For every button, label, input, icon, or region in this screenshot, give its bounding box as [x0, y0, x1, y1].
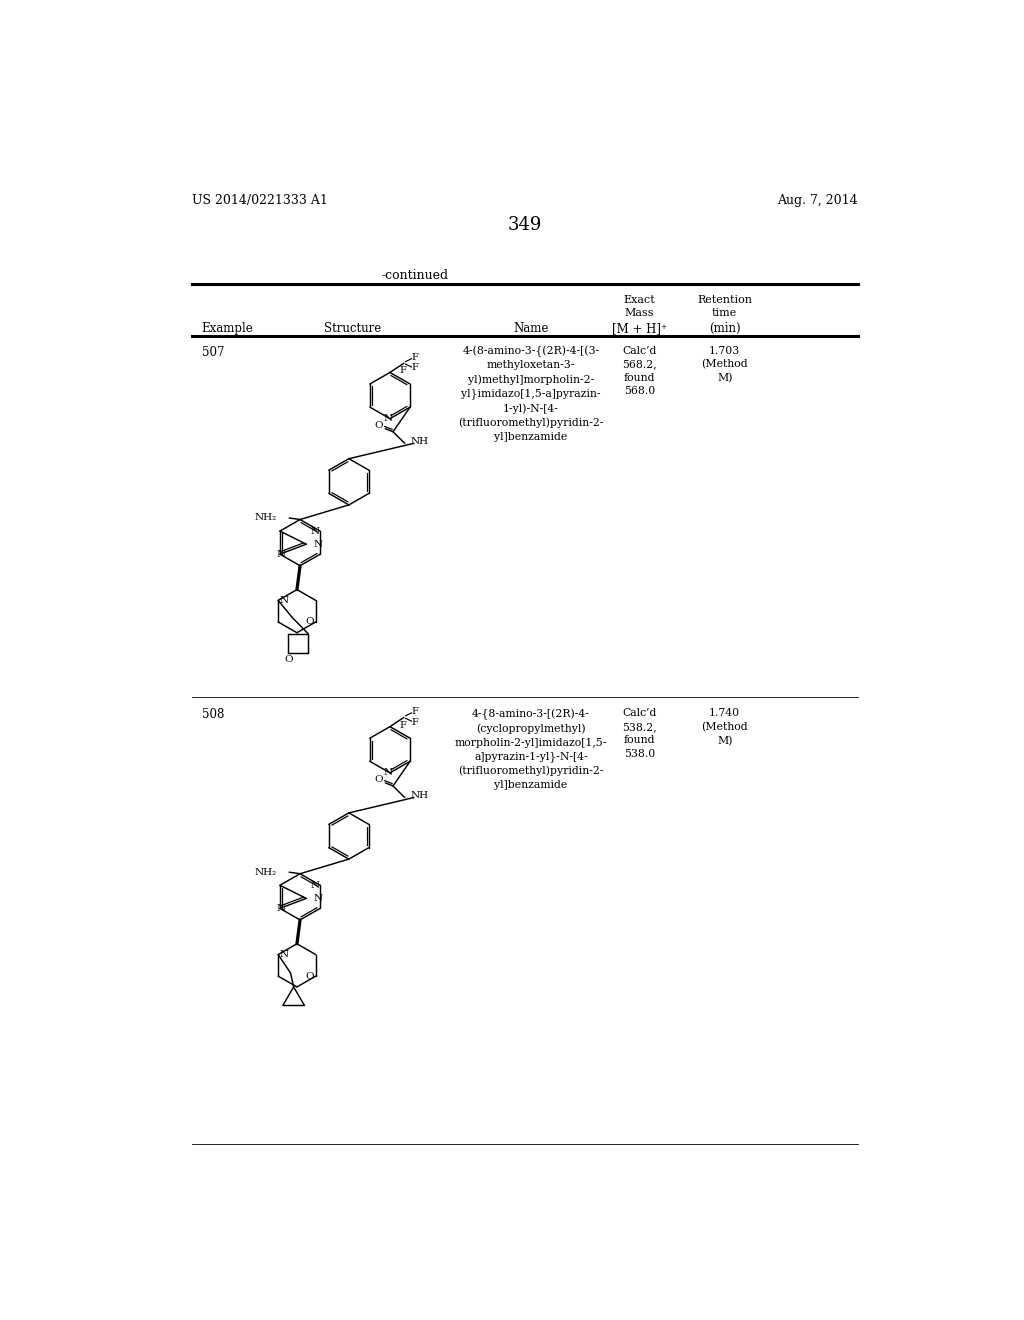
Text: Structure: Structure — [325, 322, 381, 335]
Text: O: O — [305, 618, 313, 627]
Text: Aug. 7, 2014: Aug. 7, 2014 — [777, 194, 858, 207]
Text: NH: NH — [411, 437, 429, 446]
Text: N: N — [313, 894, 323, 903]
Text: 507: 507 — [202, 346, 224, 359]
Text: O: O — [375, 775, 383, 784]
Text: N: N — [279, 595, 288, 605]
Text: O: O — [375, 421, 383, 430]
Text: Retention: Retention — [697, 296, 753, 305]
Text: 4-(8-amino-3-{(2R)-4-[(3-
methyloxetan-3-
yl)methyl]morpholin-2-
yl}imidazo[1,5-: 4-(8-amino-3-{(2R)-4-[(3- methyloxetan-3… — [459, 346, 604, 442]
Text: (min): (min) — [709, 322, 740, 335]
Text: N: N — [384, 414, 393, 424]
Text: 1.740
(Method
M): 1.740 (Method M) — [701, 708, 749, 746]
Text: F: F — [412, 363, 418, 372]
Text: NH₂: NH₂ — [255, 513, 276, 523]
Text: Example: Example — [202, 322, 253, 335]
Text: N: N — [311, 880, 321, 890]
Text: N: N — [313, 540, 323, 549]
Text: Name: Name — [513, 322, 549, 335]
Text: F: F — [412, 352, 418, 362]
Text: N: N — [276, 549, 286, 558]
Text: time: time — [712, 308, 737, 318]
Text: 4-{8-amino-3-[(2R)-4-
(cyclopropylmethyl)
morpholin-2-yl]imidazo[1,5-
a]pyrazin-: 4-{8-amino-3-[(2R)-4- (cyclopropylmethyl… — [455, 708, 607, 789]
Text: F: F — [412, 706, 418, 715]
Text: F: F — [412, 718, 418, 726]
Text: O: O — [305, 972, 313, 981]
Text: [M + H]⁺: [M + H]⁺ — [612, 322, 667, 335]
Text: Calc’d
538.2,
found
538.0: Calc’d 538.2, found 538.0 — [623, 708, 656, 759]
Text: NH: NH — [411, 792, 429, 800]
Text: N: N — [311, 527, 321, 536]
Text: 508: 508 — [202, 708, 224, 721]
Text: N: N — [276, 904, 286, 913]
Text: N: N — [384, 768, 393, 777]
Text: Exact: Exact — [624, 296, 655, 305]
Text: F: F — [399, 721, 406, 730]
Text: F: F — [399, 367, 406, 375]
Text: Mass: Mass — [625, 308, 654, 318]
Text: Calc’d
568.2,
found
568.0: Calc’d 568.2, found 568.0 — [623, 346, 656, 396]
Text: N: N — [279, 950, 288, 960]
Text: O: O — [284, 655, 293, 664]
Text: US 2014/0221333 A1: US 2014/0221333 A1 — [191, 194, 328, 207]
Text: 349: 349 — [508, 216, 542, 234]
Text: NH₂: NH₂ — [255, 867, 276, 876]
Text: 1.703
(Method
M): 1.703 (Method M) — [701, 346, 749, 384]
Text: -continued: -continued — [381, 268, 449, 281]
